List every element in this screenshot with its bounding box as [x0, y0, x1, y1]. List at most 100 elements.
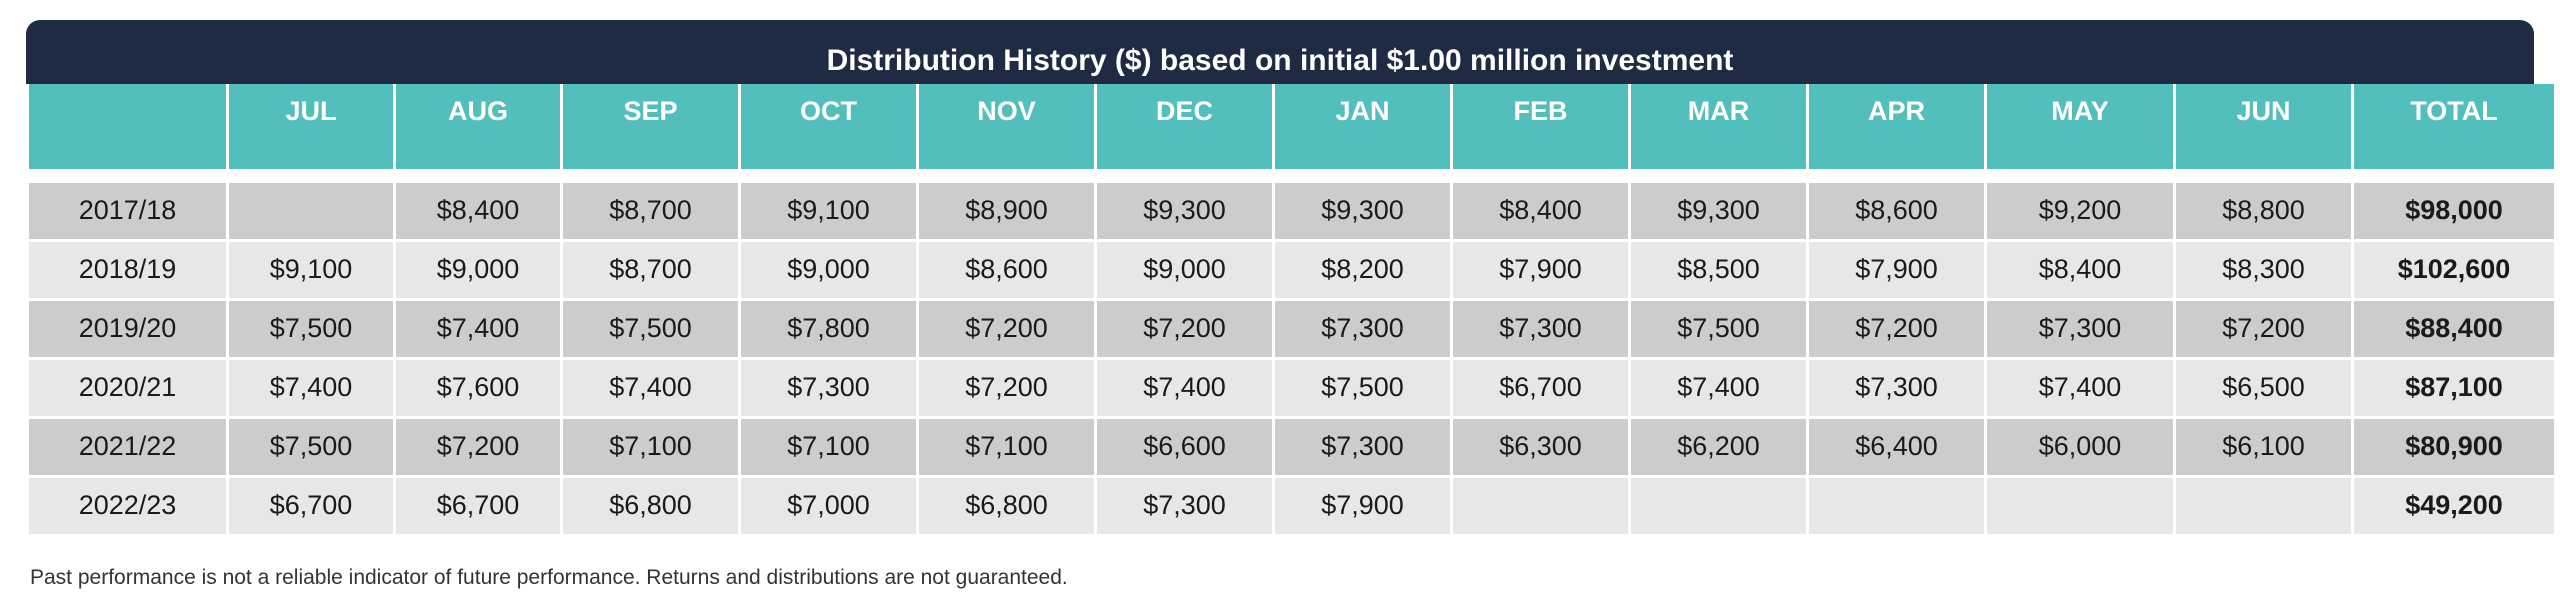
- distribution-value-cell: [1450, 474, 1631, 537]
- distribution-value-cell: $7,400: [1628, 356, 1809, 419]
- distribution-value-cell: $7,300: [1272, 415, 1453, 478]
- distribution-value-cell: $8,200: [1272, 238, 1453, 301]
- distribution-value-cell: $7,400: [1984, 356, 2176, 419]
- distribution-value-cell: $9,000: [393, 238, 563, 301]
- fiscal-year-cell: 2017/18: [26, 179, 229, 242]
- table-row: 2022/23 $6,700 $6,700 $6,800 $7,000 $6,800 $7,…: [26, 474, 2557, 537]
- distribution-value-cell: $6,000: [1984, 415, 2176, 478]
- fiscal-year-cell: 2020/21: [26, 356, 229, 419]
- fiscal-year-cell: 2021/22: [26, 415, 229, 478]
- distribution-value-cell: $6,300: [1450, 415, 1631, 478]
- total-cell: $88,400: [2351, 297, 2557, 360]
- distribution-value-cell: $8,900: [916, 179, 1097, 242]
- column-header-feb: FEB: [1450, 84, 1631, 172]
- distribution-value-cell: $8,400: [393, 179, 563, 242]
- column-header-jun: JUN: [2173, 84, 2354, 172]
- distribution-value-cell: $7,200: [2173, 297, 2354, 360]
- column-header-jul: JUL: [226, 84, 396, 172]
- distribution-value-cell: $7,300: [738, 356, 919, 419]
- distribution-value-cell: [1984, 474, 2176, 537]
- distribution-value-cell: $7,600: [393, 356, 563, 419]
- distribution-value-cell: $7,300: [1094, 474, 1275, 537]
- distribution-value-cell: $7,300: [1806, 356, 1987, 419]
- distribution-value-cell: $7,200: [1806, 297, 1987, 360]
- column-header-jan: JAN: [1272, 84, 1453, 172]
- table-body: 2017/18 $8,400 $8,700 $9,100 $8,900 $9,300 $9,…: [26, 170, 2557, 537]
- column-header-dec: DEC: [1094, 84, 1275, 172]
- column-header-nov: NOV: [916, 84, 1097, 172]
- distribution-value-cell: $9,000: [1094, 238, 1275, 301]
- distribution-value-cell: $7,200: [916, 356, 1097, 419]
- distribution-value-cell: $6,500: [2173, 356, 2354, 419]
- distribution-value-cell: $7,500: [226, 415, 396, 478]
- distribution-history-table: JUL AUG SEP OCT NOV DEC JAN FEB MAR APR …: [26, 84, 2557, 537]
- table-row: 2018/19 $9,100 $9,000 $8,700 $9,000 $8,600 $9,…: [26, 238, 2557, 301]
- distribution-value-cell: $7,400: [1094, 356, 1275, 419]
- distribution-value-cell: $6,800: [916, 474, 1097, 537]
- distribution-value-cell: $8,500: [1628, 238, 1809, 301]
- distribution-value-cell: $9,300: [1094, 179, 1275, 242]
- distribution-value-cell: $6,700: [393, 474, 563, 537]
- distribution-value-cell: $6,200: [1628, 415, 1809, 478]
- header-spacer: [27, 170, 2556, 181]
- distribution-value-cell: [1806, 474, 1987, 537]
- distribution-value-cell: $7,900: [1272, 474, 1453, 537]
- disclaimer-footnote: Past performance is not a reliable indic…: [30, 566, 1068, 589]
- distribution-value-cell: $7,300: [1984, 297, 2176, 360]
- column-header: [26, 84, 229, 172]
- distribution-value-cell: $9,200: [1984, 179, 2176, 242]
- distribution-value-cell: $8,400: [1450, 179, 1631, 242]
- distribution-value-cell: $6,600: [1094, 415, 1275, 478]
- distribution-value-cell: $7,500: [560, 297, 741, 360]
- distribution-value-cell: $8,600: [1806, 179, 1987, 242]
- table-row: 2020/21 $7,400 $7,600 $7,400 $7,300 $7,200 $7,…: [26, 356, 2557, 419]
- distribution-value-cell: $7,100: [560, 415, 741, 478]
- distribution-value-cell: $6,700: [226, 474, 396, 537]
- distribution-value-cell: $9,300: [1272, 179, 1453, 242]
- distribution-value-cell: [226, 179, 396, 242]
- distribution-value-cell: $7,400: [393, 297, 563, 360]
- distribution-value-cell: $6,400: [1806, 415, 1987, 478]
- distribution-value-cell: $7,200: [393, 415, 563, 478]
- distribution-table-container: Distribution History ($) based on initia…: [26, 20, 2557, 537]
- distribution-value-cell: $7,900: [1806, 238, 1987, 301]
- distribution-value-cell: $7,200: [916, 297, 1097, 360]
- distribution-value-cell: $8,700: [560, 179, 741, 242]
- distribution-value-cell: $7,900: [1450, 238, 1631, 301]
- column-header-total: TOTAL: [2351, 84, 2557, 172]
- distribution-value-cell: $7,300: [1450, 297, 1631, 360]
- header-row: JUL AUG SEP OCT NOV DEC JAN FEB MAR APR …: [26, 84, 2557, 172]
- distribution-value-cell: $7,300: [1272, 297, 1453, 360]
- fiscal-year-cell: 2022/23: [26, 474, 229, 537]
- distribution-value-cell: $7,400: [560, 356, 741, 419]
- distribution-value-cell: $7,500: [226, 297, 396, 360]
- total-cell: $87,100: [2351, 356, 2557, 419]
- distribution-value-cell: [1628, 474, 1809, 537]
- distribution-value-cell: $8,400: [1984, 238, 2176, 301]
- column-header-apr: APR: [1806, 84, 1987, 172]
- distribution-value-cell: $7,800: [738, 297, 919, 360]
- column-header-aug: AUG: [393, 84, 563, 172]
- table-title: Distribution History ($) based on initia…: [26, 20, 2534, 84]
- column-header-may: MAY: [1984, 84, 2176, 172]
- distribution-value-cell: $7,500: [1628, 297, 1809, 360]
- column-header-mar: MAR: [1628, 84, 1809, 172]
- distribution-value-cell: $9,000: [738, 238, 919, 301]
- distribution-value-cell: $6,800: [560, 474, 741, 537]
- distribution-value-cell: $6,100: [2173, 415, 2354, 478]
- distribution-value-cell: $8,700: [560, 238, 741, 301]
- column-header-oct: OCT: [738, 84, 919, 172]
- total-cell: $102,600: [2351, 238, 2557, 301]
- distribution-value-cell: $7,100: [916, 415, 1097, 478]
- table-row: 2019/20 $7,500 $7,400 $7,500 $7,800 $7,200 $7,…: [26, 297, 2557, 360]
- table-row: 2021/22 $7,500 $7,200 $7,100 $7,100 $7,100 $6,…: [26, 415, 2557, 478]
- fiscal-year-cell: 2019/20: [26, 297, 229, 360]
- distribution-value-cell: $8,800: [2173, 179, 2354, 242]
- distribution-value-cell: $9,100: [738, 179, 919, 242]
- total-cell: $98,000: [2351, 179, 2557, 242]
- fiscal-year-cell: 2018/19: [26, 238, 229, 301]
- distribution-value-cell: $7,200: [1094, 297, 1275, 360]
- column-header-sep: SEP: [560, 84, 741, 172]
- distribution-value-cell: $6,700: [1450, 356, 1631, 419]
- distribution-value-cell: [2173, 474, 2354, 537]
